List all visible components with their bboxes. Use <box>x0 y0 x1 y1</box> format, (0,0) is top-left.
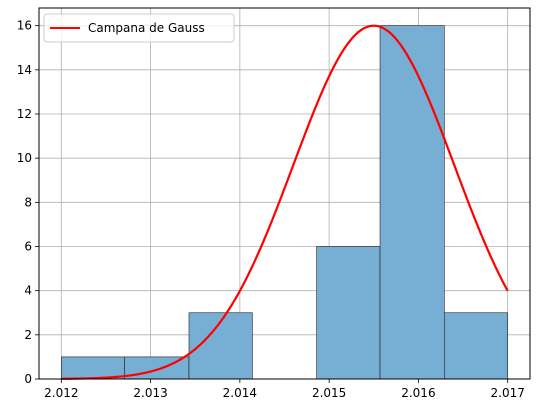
y-tick-label-2: 4 <box>24 284 32 298</box>
histogram-bar-5 <box>379 25 445 380</box>
x-tick-label-0: 2.012 <box>44 386 78 400</box>
x-tick-label-3: 2.015 <box>312 386 346 400</box>
histogram-bar-0 <box>61 356 126 380</box>
x-tick-label-2: 2.014 <box>223 386 257 400</box>
x-tick-label-4: 2.016 <box>401 386 435 400</box>
y-tick-label-7: 14 <box>17 63 32 77</box>
y-axis-ticks: 0 2 4 6 8 10 12 14 16 <box>17 19 39 386</box>
grid <box>39 8 530 380</box>
histogram-bar-4 <box>316 246 381 380</box>
y-tick-label-6: 12 <box>17 107 32 121</box>
x-tick-label-1: 2.013 <box>133 386 167 400</box>
legend: Campana de Gauss <box>43 13 235 43</box>
y-tick-label-0: 0 <box>24 372 32 386</box>
gaussian-curve-layer <box>61 24 509 380</box>
series-line-0 <box>61 24 509 380</box>
plot-frame <box>38 7 531 380</box>
legend-label: Campana de Gauss <box>88 21 205 35</box>
y-tick-label-4: 8 <box>24 195 32 209</box>
y-tick-label-3: 6 <box>24 240 32 254</box>
histogram-bar-6 <box>443 312 508 380</box>
y-tick-label-8: 16 <box>17 19 32 33</box>
legend-box <box>43 13 235 43</box>
y-tick-label-1: 2 <box>24 328 32 342</box>
x-tick-label-5: 2.017 <box>491 386 525 400</box>
y-tick-label-5: 10 <box>17 151 32 165</box>
x-axis-ticks: 2.012 2.013 2.014 2.015 2.016 2.017 <box>44 379 525 400</box>
